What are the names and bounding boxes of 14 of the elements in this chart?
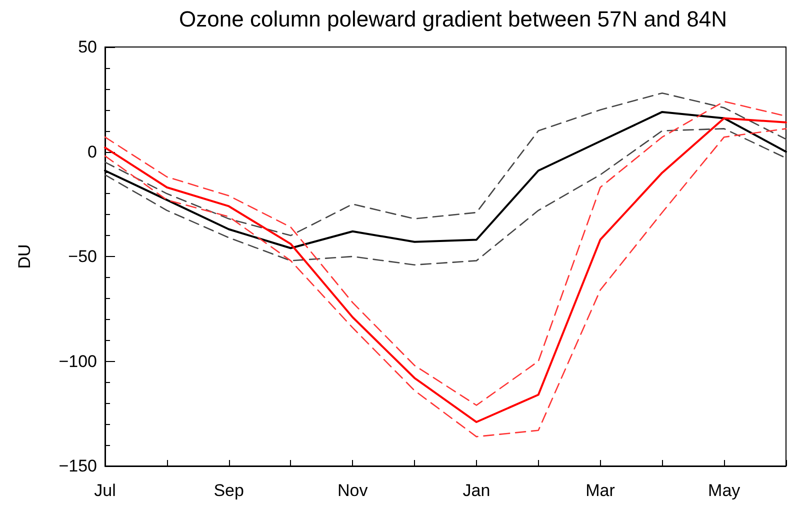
y-tick-label: 50 bbox=[78, 38, 97, 56]
x-tick-label: Jul bbox=[94, 481, 116, 500]
y-axis-title: DU bbox=[15, 244, 34, 269]
x-tick-label: Mar bbox=[586, 481, 616, 500]
y-tick-label: −150 bbox=[58, 456, 97, 476]
x-tick-label: Sep bbox=[214, 481, 244, 500]
x-tick-label: May bbox=[708, 481, 741, 500]
x-tick-label: Jan bbox=[462, 481, 490, 500]
x-tick-label: Nov bbox=[338, 481, 368, 500]
y-tick-label: 0 bbox=[88, 142, 97, 162]
y-tick-label: −100 bbox=[58, 352, 97, 371]
chart-title: Ozone column poleward gradient between 57N and 84N bbox=[179, 6, 727, 32]
y-tick-label: −50 bbox=[68, 247, 97, 266]
line-series bbox=[104, 92, 787, 236]
